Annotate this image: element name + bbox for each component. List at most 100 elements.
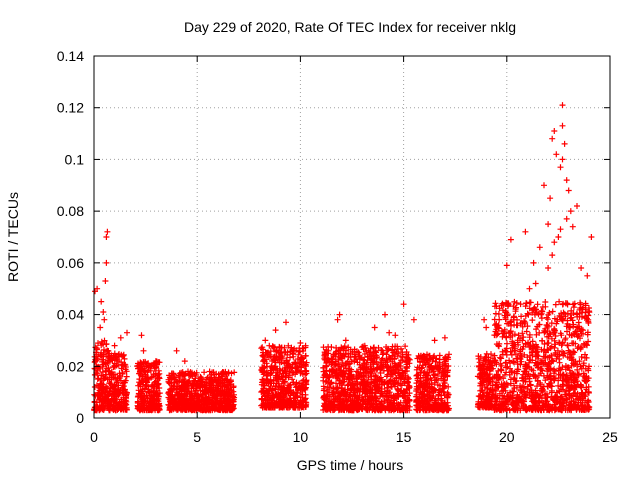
data-point [103, 361, 109, 367]
data-point [279, 396, 286, 403]
data-point [526, 331, 533, 338]
data-point [436, 389, 443, 396]
data-point [432, 401, 439, 408]
data-point [271, 353, 278, 360]
data-point [556, 340, 563, 347]
data-point [150, 371, 157, 378]
data-point [273, 347, 280, 354]
data-point [113, 355, 120, 362]
data-point [387, 370, 394, 377]
data-point [120, 389, 127, 396]
data-point [564, 328, 570, 335]
data-point [563, 323, 570, 330]
data-point [192, 388, 199, 395]
x-tick-labels: 0 5 10 15 20 25 [90, 429, 618, 445]
data-point [545, 265, 552, 271]
data-point [511, 331, 518, 338]
data-point [549, 135, 556, 142]
data-point [553, 320, 560, 327]
data-point [562, 300, 569, 307]
data-point [551, 239, 558, 246]
data-point [580, 373, 587, 380]
data-point [185, 380, 192, 387]
data-point [555, 382, 562, 389]
data-point [230, 402, 237, 409]
data-point [519, 330, 526, 337]
data-point [423, 387, 430, 394]
data-point [483, 356, 489, 363]
data-point [372, 390, 379, 397]
data-point [376, 376, 383, 382]
data-point [433, 364, 440, 371]
data-point [577, 363, 584, 370]
data-point [385, 354, 392, 360]
data-point [356, 353, 362, 360]
data-point [100, 349, 107, 356]
data-point [421, 354, 428, 361]
data-point [574, 311, 581, 318]
data-point [496, 316, 503, 323]
data-point [486, 361, 493, 368]
data-point [528, 395, 535, 402]
data-point [320, 377, 327, 384]
data-point [111, 342, 118, 349]
data-point [328, 404, 335, 411]
data-point [280, 385, 287, 392]
data-point [303, 399, 310, 406]
data-point [285, 362, 292, 369]
data-point [285, 384, 292, 391]
data-point [295, 363, 302, 370]
data-point [269, 343, 276, 350]
data-point [480, 357, 487, 364]
data-point [395, 366, 402, 373]
data-point [173, 378, 180, 385]
data-point [586, 404, 593, 411]
data-point [349, 348, 356, 355]
y-tick-label: 0 [76, 410, 84, 426]
x-tick-label: 15 [396, 429, 412, 445]
data-point [536, 321, 542, 328]
data-point [583, 341, 590, 348]
plot-frame [93, 55, 611, 419]
data-point [345, 373, 351, 380]
data-point [574, 203, 580, 209]
data-point [168, 370, 175, 377]
data-point [413, 380, 420, 387]
data-point [372, 382, 378, 389]
data-point [410, 316, 417, 323]
data-point [364, 404, 371, 411]
data-point [517, 301, 524, 308]
data-point [103, 234, 110, 240]
data-point [336, 347, 342, 354]
data-point [424, 376, 431, 383]
data-point [265, 380, 272, 387]
data-point [425, 361, 432, 368]
data-point [139, 390, 145, 397]
data-point [529, 307, 536, 314]
data-point [548, 343, 555, 350]
data-point [565, 405, 572, 412]
data-point [348, 387, 355, 394]
x-tick-label: 0 [90, 429, 98, 445]
data-point [404, 365, 410, 372]
data-point [515, 332, 522, 339]
data-point [322, 406, 329, 413]
data-point [176, 370, 183, 377]
data-point [493, 361, 500, 368]
data-point [323, 351, 329, 358]
data-point [116, 390, 123, 397]
data-point [388, 383, 394, 390]
data-point [386, 401, 393, 408]
data-point [545, 311, 552, 318]
data-point [223, 399, 230, 405]
data-point [530, 259, 537, 266]
data-point [542, 401, 549, 408]
data-point [551, 315, 558, 322]
data-point [155, 393, 162, 400]
data-point [519, 375, 525, 382]
data-point [339, 354, 345, 361]
data-point [475, 402, 482, 408]
data-point [492, 405, 499, 412]
data-point [377, 393, 384, 400]
data-point [289, 376, 296, 383]
